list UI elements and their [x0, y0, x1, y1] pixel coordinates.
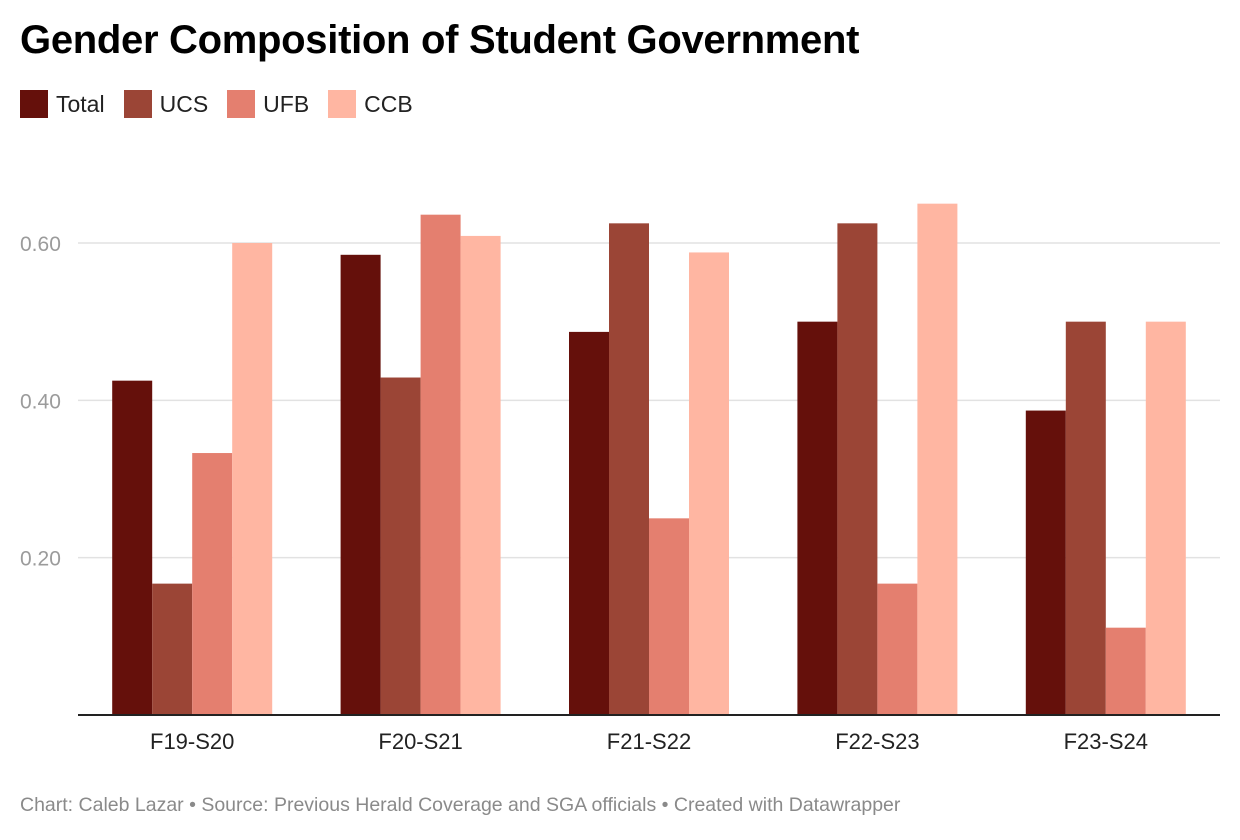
legend-swatch-ucs — [123, 90, 152, 118]
x-tick-label-f21-s22: F21-S22 — [607, 729, 691, 754]
chart-title: Gender Composition of Student Government — [20, 18, 860, 62]
bar-ufb-f19-s20 — [192, 453, 233, 715]
bar-ucs-f23-s24 — [1065, 321, 1106, 715]
y-tick-label-0-60: 0.60 — [20, 233, 61, 256]
x-tick-label-f19-s20: F19-S20 — [150, 729, 234, 754]
bar-total-f20-s21 — [340, 254, 381, 716]
bar-total-f23-s24 — [1025, 410, 1066, 715]
legend-label-ucs: UCS — [159, 90, 209, 117]
bar-ucs-f19-s20 — [152, 583, 193, 715]
bar-total-f21-s22 — [569, 331, 609, 715]
x-tick-label-f22-s23: F22-S23 — [835, 729, 919, 754]
chart-footer: Chart: Caleb Lazar • Source: Previous He… — [20, 794, 901, 816]
bar-ccb-f21-s22 — [689, 252, 729, 715]
legend-item-total: Total — [20, 90, 105, 118]
legend-item-ufb: UFB — [227, 90, 309, 118]
bar-ccb-f23-s24 — [1145, 321, 1186, 715]
bar-ucs-f21-s22 — [609, 223, 649, 716]
bar-ufb-f22-s23 — [877, 583, 918, 715]
bar-ufb-f21-s22 — [649, 518, 689, 715]
bar-ccb-f20-s21 — [460, 235, 501, 716]
legend-label-ccb: CCB — [364, 90, 413, 117]
legend-swatch-total — [20, 90, 48, 118]
legend-item-ucs: UCS — [123, 90, 209, 118]
y-tick-label-0-40: 0.40 — [20, 390, 61, 413]
x-tick-label-f23-s24: F23-S24 — [1064, 729, 1148, 754]
x-tick-label-f20-s21: F20-S21 — [378, 729, 462, 754]
bar-total-f22-s23 — [797, 321, 838, 715]
legend-swatch-ufb — [227, 90, 256, 118]
y-tick-label-0-20: 0.20 — [20, 548, 61, 571]
legend-item-ccb: CCB — [328, 90, 413, 118]
bar-ccb-f19-s20 — [232, 243, 273, 715]
bar-ucs-f22-s23 — [837, 223, 878, 716]
bar-ufb-f23-s24 — [1105, 627, 1146, 715]
legend-swatch-ccb — [328, 90, 357, 118]
bar-ucs-f20-s21 — [380, 377, 421, 715]
bar-total-f19-s20 — [112, 380, 153, 715]
bar-ccb-f22-s23 — [917, 203, 958, 715]
bar-ufb-f20-s21 — [420, 214, 461, 715]
legend: Total UCS UFB CCB — [20, 90, 432, 118]
legend-label-ufb: UFB — [263, 90, 310, 117]
legend-label-total: Total — [56, 90, 105, 117]
